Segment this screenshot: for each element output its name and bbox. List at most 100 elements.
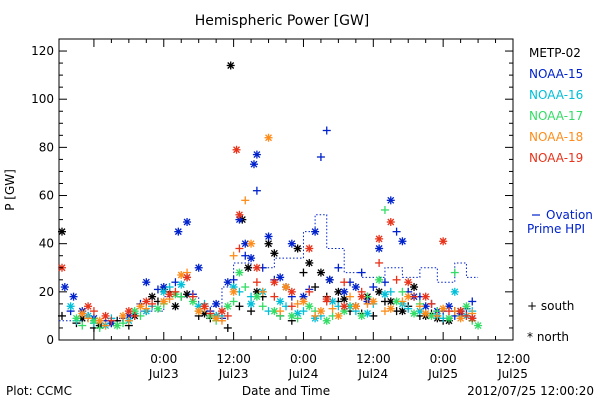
north-point <box>421 292 430 301</box>
north-point <box>247 299 256 308</box>
south-point <box>206 309 215 318</box>
north-point <box>78 309 87 318</box>
south-point <box>369 283 378 292</box>
south-point <box>287 302 296 311</box>
ovation-legend: Ovation Prime HPI <box>527 208 593 236</box>
north-point <box>142 278 151 287</box>
north-point <box>66 302 75 311</box>
north-point <box>249 160 258 169</box>
south-point <box>241 196 250 205</box>
south-point <box>276 307 285 316</box>
y-tick-label: 100 <box>31 92 54 106</box>
south-point <box>84 314 93 323</box>
south-point <box>229 251 238 260</box>
north-point <box>124 307 133 316</box>
north-point <box>287 311 296 320</box>
north-point <box>322 295 331 304</box>
north-point <box>153 304 162 313</box>
plot-timestamp: 2012/07/25 12:00:20 <box>467 384 594 398</box>
north-point <box>287 239 296 248</box>
north-point <box>375 244 384 253</box>
south-point <box>392 227 401 236</box>
north-point <box>276 273 285 282</box>
south-point <box>392 275 401 284</box>
plot-source-label: Plot: CCMC <box>6 384 72 398</box>
north-point <box>325 275 334 284</box>
x-tick-label-time: 0:00 <box>290 352 317 366</box>
ovation-legend-label-2: Prime HPI <box>527 222 585 236</box>
south-point <box>380 205 389 214</box>
north-point <box>398 237 407 246</box>
south-point <box>235 244 244 253</box>
x-tick-label-date: Jul24 <box>288 367 319 381</box>
north-point <box>392 297 401 306</box>
south-point <box>398 297 407 306</box>
south-point <box>357 268 366 277</box>
south-point <box>334 263 343 272</box>
north-point <box>136 302 145 311</box>
south-point <box>340 278 349 287</box>
data-points-layer <box>58 61 483 332</box>
south-point <box>404 304 413 313</box>
north-point <box>311 227 320 236</box>
south-point <box>311 283 320 292</box>
legend-entry: NOAA-15 <box>529 67 583 81</box>
north-point <box>212 299 221 308</box>
symbol-legend-entry: + south <box>527 299 574 313</box>
south-point <box>305 287 314 296</box>
y-axis-label: P [GW] <box>3 169 17 211</box>
north-point <box>287 287 296 296</box>
south-point <box>258 302 267 311</box>
north-point <box>369 297 378 306</box>
south-point <box>316 152 325 161</box>
north-point <box>183 218 192 227</box>
north-point <box>439 237 448 246</box>
north-point <box>72 314 81 323</box>
north-point <box>305 302 314 311</box>
north-point <box>194 263 203 272</box>
north-point <box>322 316 331 325</box>
south-point <box>311 311 320 320</box>
legend-entry: NOAA-17 <box>529 109 583 123</box>
legend-entry: NOAA-18 <box>529 130 583 144</box>
north-point <box>474 321 483 330</box>
north-point <box>264 232 273 241</box>
south-point <box>468 297 477 306</box>
north-point <box>421 309 430 318</box>
north-point <box>410 309 419 318</box>
south-point <box>223 323 232 332</box>
north-point <box>247 239 256 248</box>
south-point <box>444 307 453 316</box>
north-point <box>375 234 384 243</box>
south-point <box>375 258 384 267</box>
south-point <box>241 283 250 292</box>
north-point <box>229 287 238 296</box>
north-point <box>293 244 302 253</box>
x-tick-label-date: Jul25 <box>497 367 528 381</box>
y-tick-label: 20 <box>39 285 54 299</box>
north-point <box>404 278 413 287</box>
north-point <box>194 307 203 316</box>
north-point <box>410 283 419 292</box>
south-point <box>427 299 436 308</box>
north-point <box>282 283 290 292</box>
y-tick-label: 120 <box>31 44 54 58</box>
north-point <box>252 150 261 159</box>
y-tick-label: 60 <box>39 189 54 203</box>
south-point <box>346 292 355 301</box>
south-point <box>410 292 419 301</box>
north-point <box>223 278 232 287</box>
north-point <box>468 314 477 323</box>
x-tick-label-time: 0:00 <box>430 352 457 366</box>
ovation-legend-label-1: Ovation <box>546 208 593 222</box>
south-point <box>188 292 197 301</box>
north-point <box>174 227 183 236</box>
y-tick-label: 80 <box>39 140 54 154</box>
north-point <box>334 311 343 320</box>
north-point <box>351 283 360 292</box>
south-point <box>252 186 261 195</box>
north-point <box>340 287 349 296</box>
x-tick-label-date: Jul24 <box>357 367 388 381</box>
south-point <box>247 307 256 316</box>
